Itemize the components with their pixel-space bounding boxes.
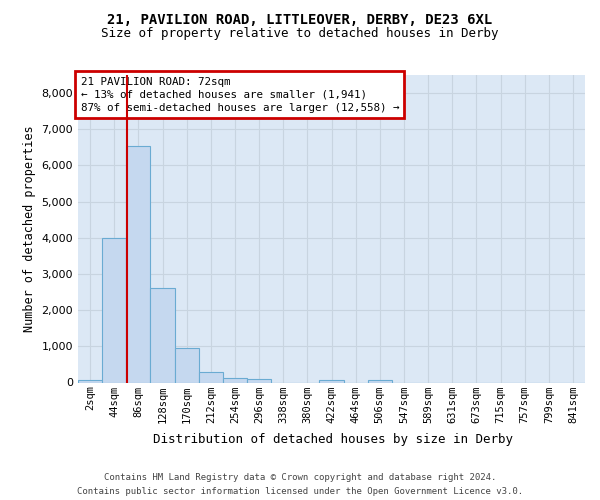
Text: 21, PAVILION ROAD, LITTLEOVER, DERBY, DE23 6XL: 21, PAVILION ROAD, LITTLEOVER, DERBY, DE…: [107, 12, 493, 26]
Bar: [199, 372, 223, 382]
Y-axis label: Number of detached properties: Number of detached properties: [23, 126, 36, 332]
Bar: [78, 380, 102, 382]
Text: Contains HM Land Registry data © Crown copyright and database right 2024.: Contains HM Land Registry data © Crown c…: [104, 472, 496, 482]
Bar: [102, 238, 126, 382]
Bar: [126, 146, 151, 382]
Bar: [247, 379, 271, 382]
Text: 21 PAVILION ROAD: 72sqm
← 13% of detached houses are smaller (1,941)
87% of semi: 21 PAVILION ROAD: 72sqm ← 13% of detache…: [80, 76, 399, 113]
Text: Size of property relative to detached houses in Derby: Size of property relative to detached ho…: [101, 28, 499, 40]
Bar: [319, 380, 344, 382]
Bar: [368, 380, 392, 382]
Text: Contains public sector information licensed under the Open Government Licence v3: Contains public sector information licen…: [77, 488, 523, 496]
Bar: [151, 288, 175, 382]
Text: Distribution of detached houses by size in Derby: Distribution of detached houses by size …: [153, 432, 513, 446]
Bar: [223, 378, 247, 382]
Bar: [175, 348, 199, 382]
